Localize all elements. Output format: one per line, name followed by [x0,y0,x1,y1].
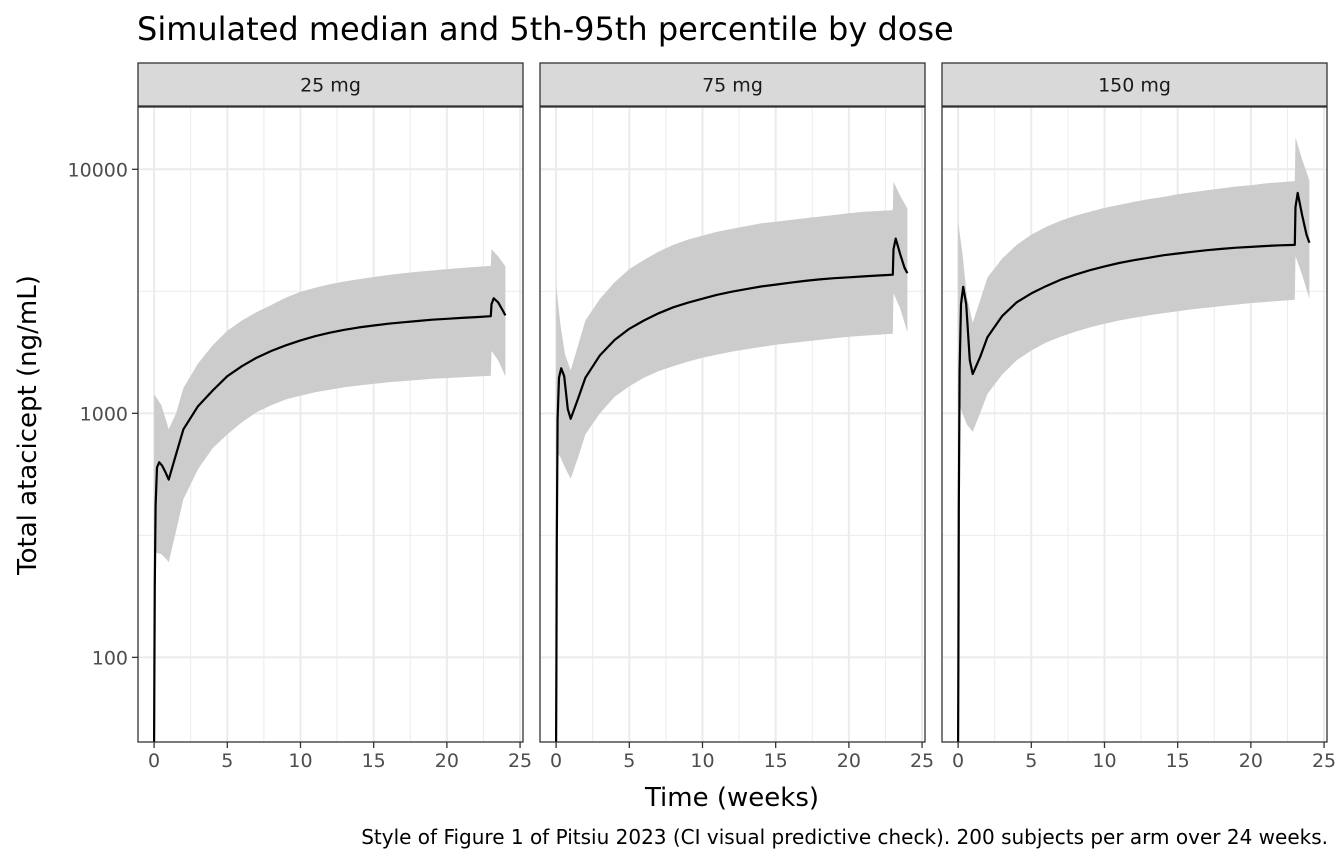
y-tick-label: 10000 [68,159,128,181]
x-tick-label: 5 [1025,750,1037,772]
y-axis-title: Total atacicept (ng/mL) [13,275,43,576]
x-tick-label: 15 [362,750,386,772]
x-tick-label: 25 [1312,750,1336,772]
percentile-band [556,181,908,479]
x-axis-title: Time (weeks) [644,783,819,813]
facet-panel: 25 mg 0 5 10 15 20 25 [137,62,532,772]
x-tick-label: 25 [508,750,532,772]
median-line [554,237,909,742]
facet-strip-label: 25 mg [300,75,361,97]
percentile-band [154,249,506,563]
panel-border [539,106,926,743]
facet-strip [137,62,524,107]
x-tick-label: 10 [288,750,312,772]
x-tick-label: 0 [148,750,160,772]
panel-border [941,106,1328,743]
chart-title: Simulated median and 5th-95th percentile… [137,10,954,48]
y-tick-label: 1000 [80,403,128,425]
x-tick-label: 5 [221,750,233,772]
y-tick-label: 100 [92,647,128,669]
panel-background [540,107,925,742]
chart-caption: Style of Figure 1 of Pitsiu 2023 (CI vis… [361,825,1328,849]
x-tick-label: 25 [910,750,934,772]
facet-strip-label: 75 mg [702,75,763,97]
x-tick-label: 20 [1239,750,1263,772]
facet-strip [941,62,1328,107]
x-tick-label: 0 [952,750,964,772]
median-line [153,297,507,742]
x-tick-label: 15 [764,750,788,772]
x-tick-label: 20 [435,750,459,772]
facet-panel: 150 mg 0 5 10 15 20 25 [941,62,1336,772]
median-line [956,191,1311,742]
facet-strip [539,62,926,107]
x-tick-label: 5 [623,750,635,772]
facet-panels: 25 mg 0 5 10 15 20 25 75 mg 0 5 10 15 20 25 150 mg 0 5 10… [137,62,1336,772]
percentile-band [958,137,1310,432]
x-tick-label: 15 [1166,750,1190,772]
y-axis: 100 1000 10000 [68,159,138,669]
x-tick-label: 0 [550,750,562,772]
panel-border [137,106,524,743]
x-tick-label: 10 [1092,750,1116,772]
facet-strip-label: 150 mg [1098,75,1171,97]
x-tick-label: 10 [690,750,714,772]
facet-panel: 75 mg 0 5 10 15 20 25 [539,62,934,772]
x-tick-label: 20 [837,750,861,772]
